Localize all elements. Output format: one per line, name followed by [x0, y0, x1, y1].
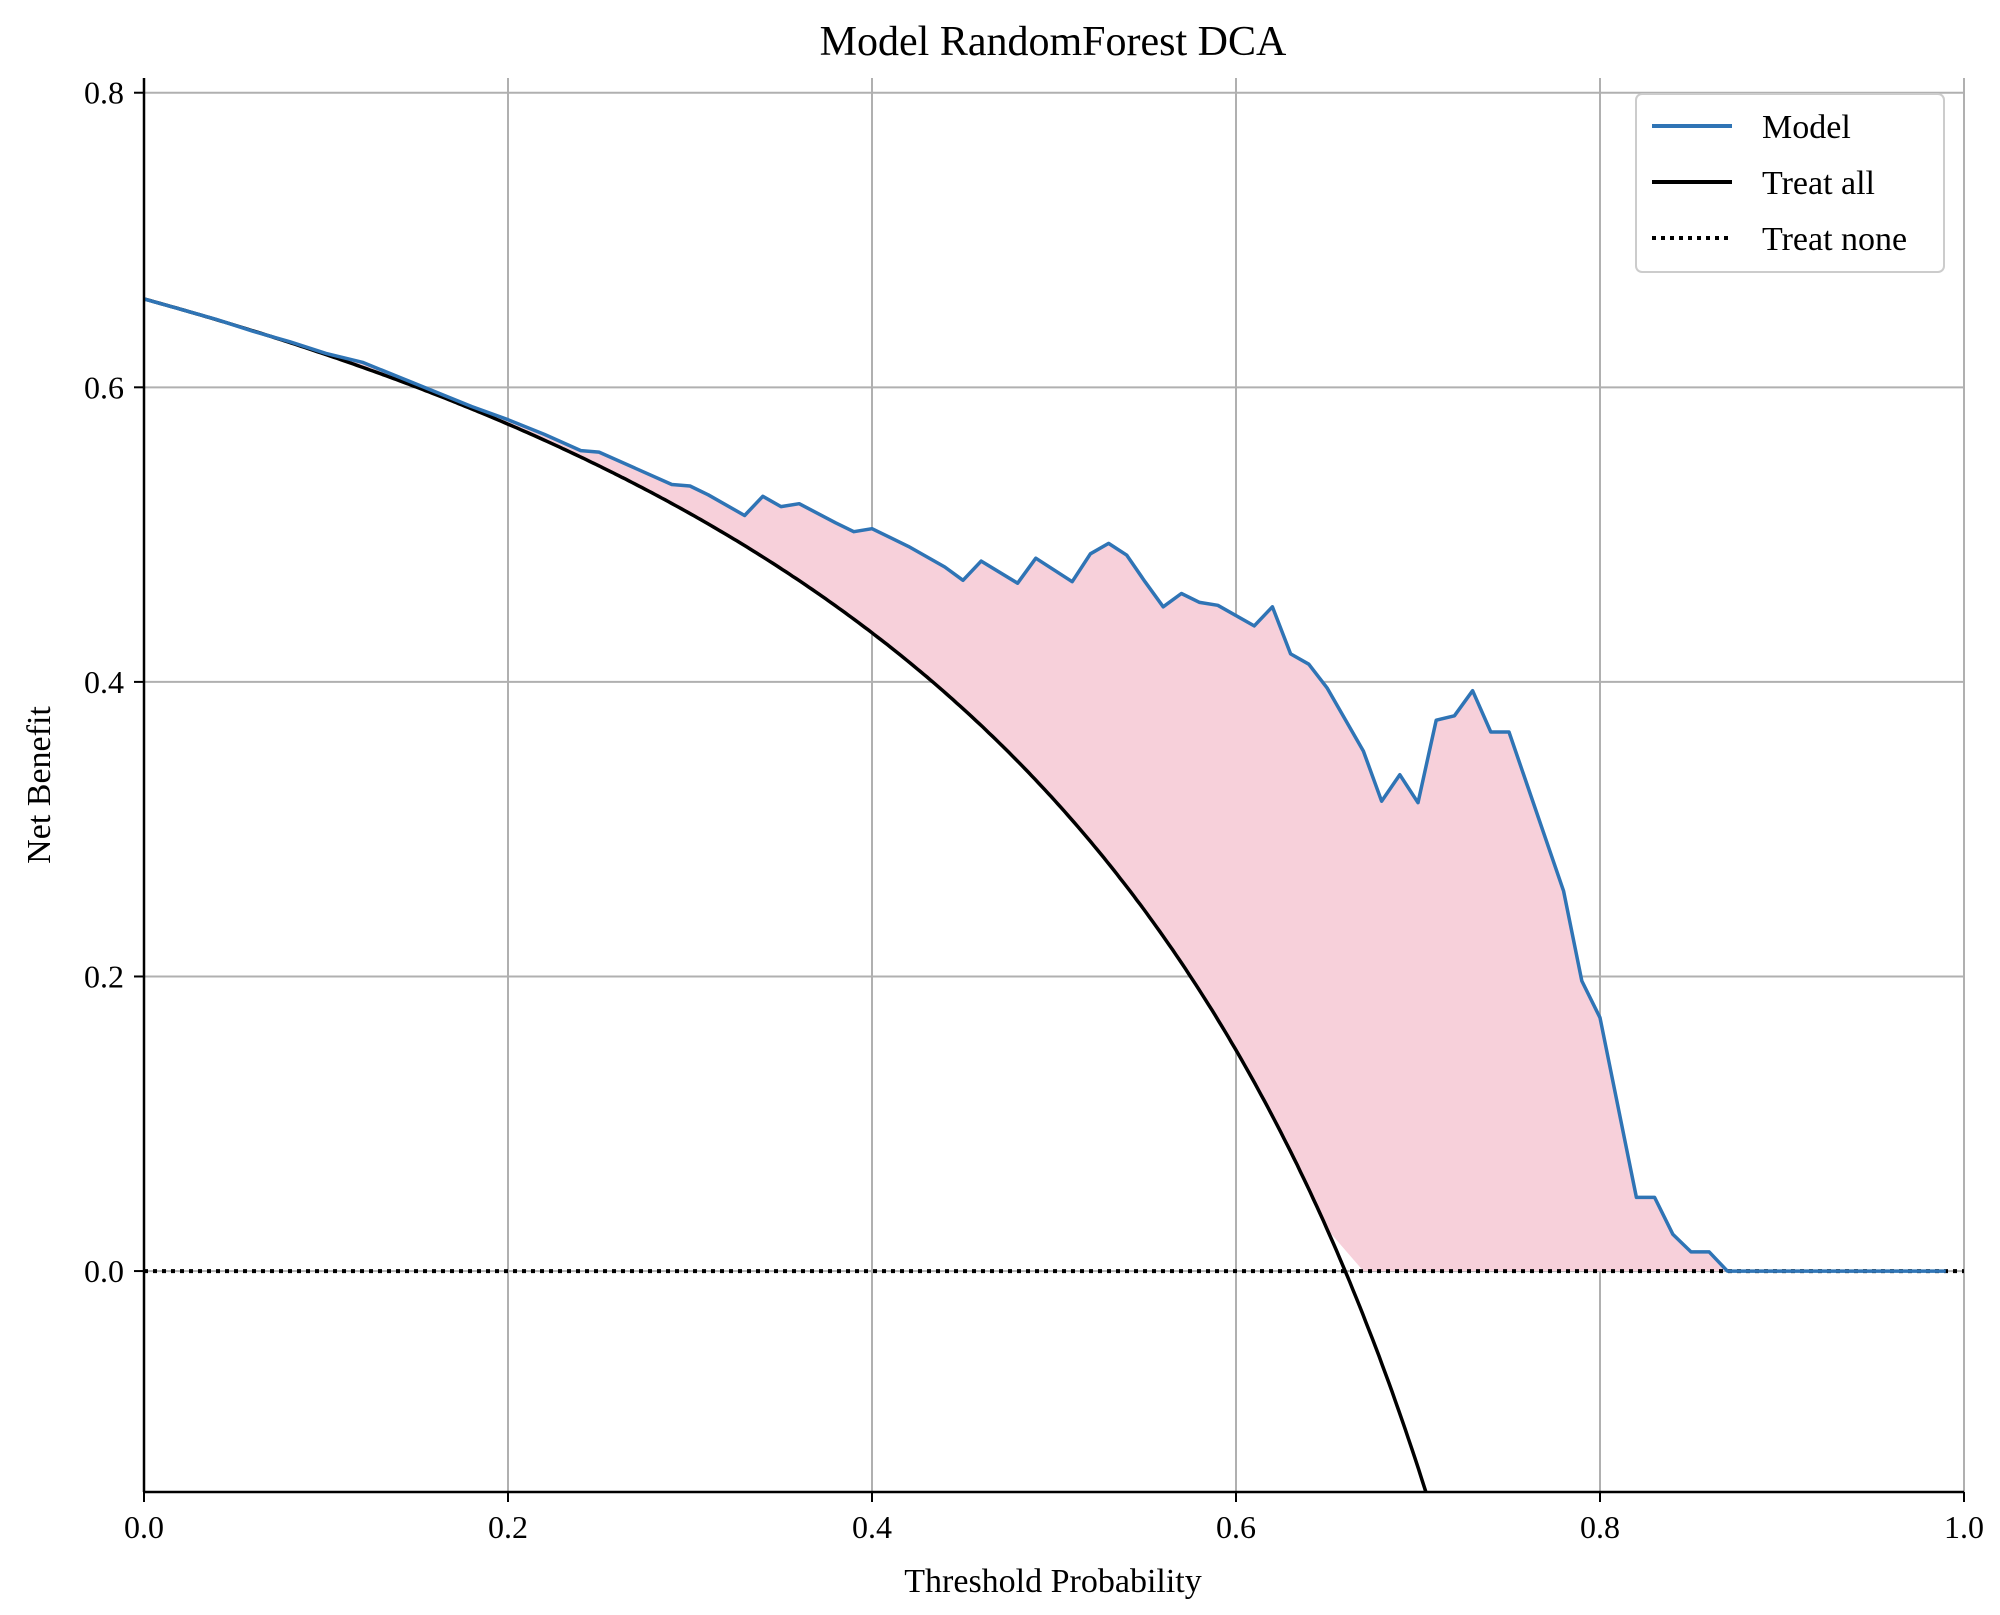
- model-line: [144, 297, 1946, 1273]
- x-tick-label: 0.6: [1216, 1509, 1256, 1545]
- x-tick-label: 0.2: [488, 1509, 528, 1545]
- legend-label-treat-none: Treat none: [1762, 221, 1907, 258]
- legend-label-model: Model: [1762, 109, 1851, 146]
- y-tick-label: 0.6: [84, 369, 124, 405]
- legend-frame: [1635, 93, 1945, 273]
- legend-label-treat-all: Treat all: [1762, 165, 1875, 202]
- y-tick-label: 0.2: [84, 958, 124, 994]
- y-tick-label: 0.4: [84, 664, 124, 700]
- tick-labels: 0.0 0.2 0.4 0.6 0.8 1.0 0.0 0.2 0.4 0.6 0.8: [84, 75, 1984, 1545]
- y-tick-label: 0.8: [84, 75, 124, 111]
- plot-area: [144, 297, 1964, 1492]
- x-tick-label: 0.0: [124, 1509, 164, 1545]
- grid-lines: [143, 78, 1965, 1492]
- net-benefit-area: [144, 298, 1946, 1272]
- y-axis-label: Net Benefit: [21, 706, 58, 864]
- axes: [142, 78, 1964, 1494]
- x-tick-label: 1.0: [1944, 1509, 1984, 1545]
- legend: Model Treat all Treat none: [1635, 93, 1945, 273]
- y-tick-label: 0.0: [84, 1253, 124, 1289]
- x-axis-label: Threshold Probability: [904, 1563, 1201, 1600]
- x-tick-label: 0.4: [852, 1509, 892, 1545]
- treat-all-line: [144, 297, 1428, 1492]
- x-tick-label: 0.8: [1580, 1509, 1620, 1545]
- chart-title: Model RandomForest DCA: [820, 19, 1287, 65]
